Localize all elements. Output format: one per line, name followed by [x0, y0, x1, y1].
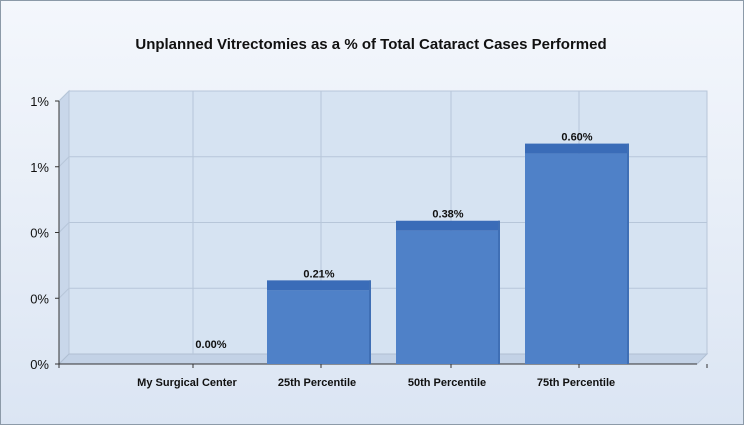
- data-label: 0.21%: [303, 268, 334, 280]
- x-tick-label: 25th Percentile: [278, 377, 356, 389]
- labels: 0.00% My Surgical Center 0.21% 25th Percent…: [137, 132, 615, 389]
- grid-line-side: [58, 90, 70, 102]
- bar-top: [396, 220, 500, 231]
- grid-line-side: [58, 156, 70, 168]
- bar-top: [525, 143, 629, 154]
- bar: [525, 153, 629, 364]
- y-tick-label: 1%: [30, 160, 49, 175]
- y-tick-label: 0%: [30, 226, 49, 241]
- y-tick-label: 1%: [30, 94, 49, 109]
- data-label: 0.60%: [561, 132, 592, 144]
- x-tick-label: 75th Percentile: [537, 377, 615, 389]
- bar-side: [498, 220, 500, 364]
- grid-line-side: [58, 287, 70, 299]
- y-tick-label: 0%: [30, 291, 49, 306]
- bars: [267, 143, 629, 364]
- x-tick-label: 50th Percentile: [408, 377, 486, 389]
- data-label: 0.38%: [432, 209, 463, 221]
- chart-title: Unplanned Vitrectomies as a % of Total C…: [135, 36, 606, 53]
- bar: [396, 230, 500, 364]
- bar-top: [267, 280, 371, 291]
- x-tick-label: My Surgical Center: [137, 377, 237, 389]
- y-tick-label: 0%: [30, 357, 49, 372]
- grid-line-side: [58, 222, 70, 233]
- bar-side: [627, 143, 629, 364]
- bar: [267, 290, 371, 364]
- bar-side: [369, 280, 371, 364]
- data-label: 0.00%: [195, 339, 226, 351]
